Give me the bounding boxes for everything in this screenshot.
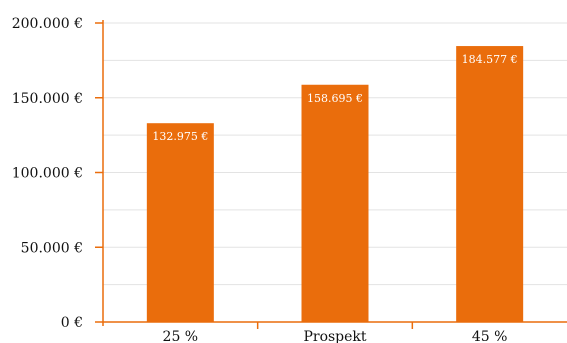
- y-tick-label: 0 €: [61, 315, 83, 331]
- bar-3: [456, 46, 524, 323]
- x-tick-label: 25 %: [163, 329, 199, 343]
- x-tick-label: 45 %: [472, 329, 508, 343]
- x-axis-ticks: 25 % Prospekt 45 %: [163, 322, 508, 343]
- bar-2: [301, 84, 369, 322]
- bars: [146, 46, 524, 323]
- y-tick-label: 100.000 €: [12, 166, 83, 182]
- y-axis-ticks: 0 € 50.000 € 100.000 € 150.000 € 200.000 €: [12, 16, 103, 331]
- y-tick-label: 150.000 €: [12, 91, 83, 107]
- bar-1: [146, 123, 214, 322]
- data-label-1: 132.975 €: [152, 130, 208, 143]
- data-labels: 132.975 € 158.695 € 184.577 €: [152, 53, 517, 143]
- y-tick-label: 50.000 €: [21, 240, 83, 256]
- x-tick-label: Prospekt: [303, 329, 366, 343]
- data-label-2: 158.695 €: [307, 92, 363, 105]
- data-label-3: 184.577 €: [462, 53, 518, 66]
- y-tick-label: 200.000 €: [12, 16, 83, 32]
